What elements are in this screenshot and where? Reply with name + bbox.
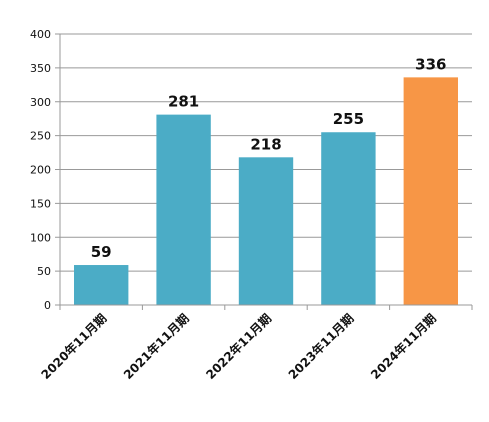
- x-tick-label: 2021年11月期: [120, 311, 191, 382]
- x-axis: 2020年11月期 2021年11月期 2022年11月期 2023年11月期 2024…: [38, 304, 473, 382]
- bar: [74, 265, 129, 305]
- data-label: 281: [168, 93, 199, 111]
- data-label: 218: [250, 135, 281, 153]
- y-tick-label: 350: [30, 62, 51, 75]
- bar: [321, 132, 376, 305]
- x-tick-label: 2020年11月期: [38, 311, 109, 382]
- y-tick-label: 200: [30, 164, 51, 177]
- y-tick-label: 250: [30, 130, 51, 143]
- bars: [74, 77, 458, 305]
- y-tick-label: 150: [30, 197, 51, 210]
- y-tick-label: 0: [44, 299, 51, 312]
- data-label: 336: [415, 55, 446, 73]
- x-tick-label: 2023年11月期: [285, 311, 356, 382]
- data-labels: 59 281 218 255 336: [91, 55, 447, 261]
- bar: [156, 114, 211, 305]
- y-axis: 0 50 100 150 200 250 300 350 400: [30, 28, 61, 312]
- data-label: 255: [333, 110, 364, 128]
- y-tick-label: 300: [30, 96, 51, 109]
- bar: [403, 77, 458, 305]
- y-tick-label: 400: [30, 28, 51, 41]
- bar: [238, 157, 294, 305]
- x-tick-label: 2024年11月期: [367, 311, 438, 382]
- data-label: 59: [91, 243, 112, 261]
- y-tick-label: 100: [30, 231, 51, 244]
- y-tick-label: 50: [37, 265, 51, 278]
- x-tick-label: 2022年11月期: [203, 311, 274, 382]
